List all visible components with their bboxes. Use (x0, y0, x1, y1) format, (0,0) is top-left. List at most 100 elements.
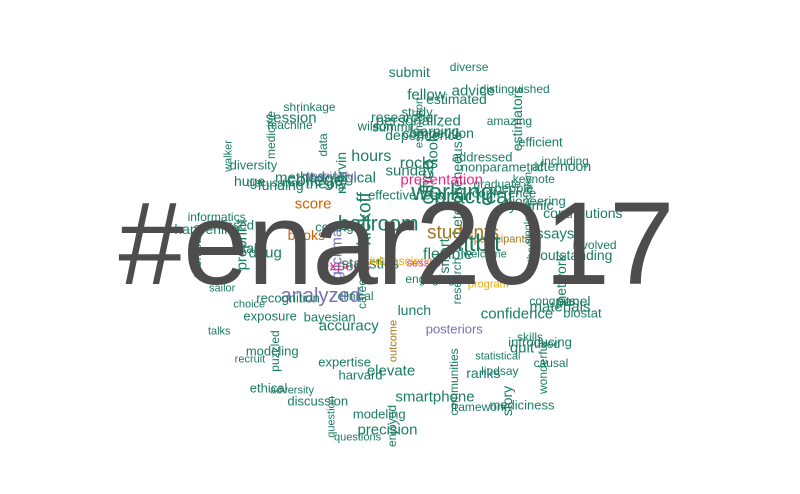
cloud-word: including (541, 154, 589, 169)
cloud-word: panel (556, 293, 591, 310)
cloud-word: theory (305, 175, 348, 193)
cloud-word: welcome (463, 248, 507, 261)
cloud-word: choice (233, 298, 266, 311)
cloud-word: posteriors (425, 321, 483, 337)
cloud-word: researcher (371, 109, 438, 126)
cloud-word: ballroom (337, 212, 419, 236)
cloud-word: ethical (249, 380, 288, 396)
cloud-word: confidence (480, 305, 554, 323)
cloud-word: precision (357, 421, 418, 439)
cloud-word: funding (257, 177, 304, 194)
cloud-word: nonparametric (460, 159, 544, 175)
cloud-word: advice (451, 82, 495, 100)
cloud-word: framework (450, 400, 507, 415)
cloud-word: outstanding (540, 247, 613, 264)
cloud-word: lindsay (481, 364, 519, 379)
cloud-word: college (286, 169, 344, 190)
cloud-word: estimated (426, 90, 487, 107)
cloud-word: assays (527, 225, 575, 243)
cloud-word: quit (509, 339, 534, 357)
cloud-word: efficient (518, 134, 563, 150)
cloud-word: skills (517, 329, 544, 344)
cloud-word: conference (471, 185, 537, 201)
cloud-word: causal (533, 356, 569, 371)
cloud-word: outcome (387, 320, 400, 363)
cloud-word: harvard (338, 367, 383, 383)
cloud-word: diverse (449, 60, 489, 74)
cloud-word: discussions (246, 177, 304, 190)
cloud-word: involved (572, 237, 617, 252)
cloud-word: mediciness (489, 397, 555, 413)
cloud-word: presentation (400, 171, 483, 189)
cloud-word: competition (402, 125, 474, 142)
primary-word: #enar2017 (118, 178, 674, 310)
cloud-word: addressed (451, 149, 513, 165)
cloud-word: flexible (423, 246, 473, 264)
cloud-word: used (534, 337, 561, 352)
cloud-word: pioneering (505, 193, 566, 209)
cloud-word: elevate (366, 362, 416, 380)
cloud-word: machine (267, 117, 313, 132)
cloud-word: talk (242, 240, 265, 257)
cloud-word: exposure (243, 308, 297, 324)
cloud-word: shrinkage (283, 100, 336, 115)
cloud-word: session (406, 257, 444, 269)
cloud-word: modeling (352, 406, 406, 422)
cloud-word: questions (333, 431, 382, 444)
cloud-word: submit (388, 64, 430, 81)
cloud-word: doug (248, 244, 282, 262)
cloud-word: talks (207, 325, 231, 338)
cloud-word: statistics (341, 255, 399, 273)
cloud-word: amazing (486, 113, 533, 128)
cloud-word: missed (212, 217, 254, 233)
cloud-word: ranks (466, 365, 501, 382)
cloud-word: recruit (234, 353, 266, 366)
cloud-word: huge (234, 173, 266, 190)
cloud-word: fellow (407, 86, 446, 104)
cloud-word: fitbit (456, 230, 501, 258)
cloud-word: sailor (209, 282, 236, 295)
cloud-word: experts (321, 257, 371, 275)
cloud-word: discussion (287, 393, 349, 409)
cloud-word: people (494, 180, 534, 196)
cloud-word: dynamic (501, 196, 554, 213)
cloud-word: modeling (245, 343, 299, 359)
cloud-word: engaging (405, 272, 455, 287)
cloud-word: hours (351, 147, 392, 165)
cloud-word: learning (409, 123, 460, 140)
cloud-word: wilson (357, 118, 394, 134)
cloud-word: sunday (385, 162, 434, 180)
cloud-word: graduate (473, 176, 521, 191)
cloud-word: statistical (475, 350, 521, 363)
cloud-word: study (401, 104, 433, 119)
cloud-word: data (315, 133, 330, 157)
cloud-word: story (499, 385, 516, 416)
cloud-word: books (287, 227, 326, 244)
cloud-word: adversity (269, 384, 314, 397)
cloud-word: expertise (318, 354, 371, 370)
cloud-word: effectiveness (367, 187, 444, 203)
cloud-word: enjoyed (384, 404, 399, 447)
cloud-word: students (426, 222, 499, 244)
cloud-word: program (467, 278, 509, 291)
cloud-word: rocks (399, 154, 438, 172)
cloud-word: personalized (375, 112, 461, 130)
cloud-word: introducing (508, 334, 572, 350)
cloud-word: clinical (337, 289, 374, 304)
cloud-word: afternoon (531, 157, 592, 174)
cloud-word: contributions (543, 204, 623, 221)
cloud-word: lunch (397, 302, 432, 319)
cloud-word: dependence (385, 126, 463, 143)
cloud-word: informatics (187, 210, 246, 225)
cloud-word: happening (174, 221, 240, 238)
cloud-word: summit (372, 119, 415, 135)
cloud-word: practical (434, 185, 513, 209)
cloud-word: score (294, 195, 332, 213)
cloud-word: #datascience (368, 253, 440, 268)
cloud-word: bayesian (303, 309, 356, 325)
cloud-word: participants (473, 233, 531, 246)
cloud-word: meaningful (302, 170, 357, 183)
cloud-word: working (411, 179, 494, 207)
cloud-word: session (265, 109, 317, 127)
